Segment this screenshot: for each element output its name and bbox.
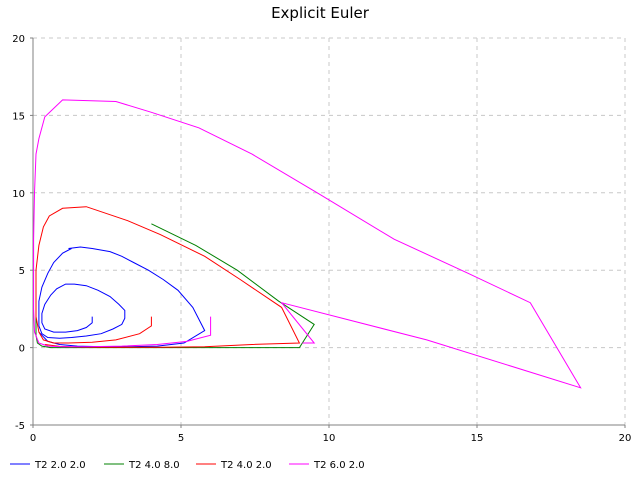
y-tick-label-0: -5 bbox=[15, 421, 25, 432]
legend-item-4: T2 6.0 2.0 bbox=[289, 460, 365, 471]
legend-item-1: T2 2.0 2.0 bbox=[10, 460, 86, 471]
x-tick-label-2: 10 bbox=[323, 433, 336, 444]
legend-label-2: T2 4.0 8.0 bbox=[128, 460, 180, 471]
series-line-4 bbox=[33, 99, 582, 389]
legend-item-3: T2 4.0 2.0 bbox=[196, 460, 272, 471]
series-line-3 bbox=[35, 206, 301, 348]
y-tick-label-1: 0 bbox=[19, 344, 25, 355]
x-tick-label-1: 5 bbox=[178, 433, 184, 444]
x-tick-label-3: 15 bbox=[471, 433, 484, 444]
x-tick-label-4: 20 bbox=[619, 433, 632, 444]
axes-layer: 0 5 10 15 20 -5 0 5 10 15 20 bbox=[12, 34, 631, 444]
y-tick-label-5: 20 bbox=[12, 34, 25, 45]
legend-label-4: T2 6.0 2.0 bbox=[313, 460, 365, 471]
y-tick-label-2: 5 bbox=[19, 266, 25, 277]
legend-item-2: T2 4.0 8.0 bbox=[104, 460, 180, 471]
y-tick-label-4: 15 bbox=[12, 111, 25, 122]
x-tick-label-0: 0 bbox=[30, 433, 36, 444]
legend-label-1: T2 2.0 2.0 bbox=[34, 460, 86, 471]
legend-label-3: T2 4.0 2.0 bbox=[220, 460, 272, 471]
series-line-1 bbox=[38, 246, 206, 348]
legend: T2 2.0 2.0 T2 4.0 8.0 T2 4.0 2.0 T2 6.0 2.0 bbox=[10, 460, 365, 471]
series-layer bbox=[33, 99, 582, 389]
chart-title: Explicit Euler bbox=[271, 4, 370, 22]
y-tick-label-3: 10 bbox=[12, 189, 25, 200]
